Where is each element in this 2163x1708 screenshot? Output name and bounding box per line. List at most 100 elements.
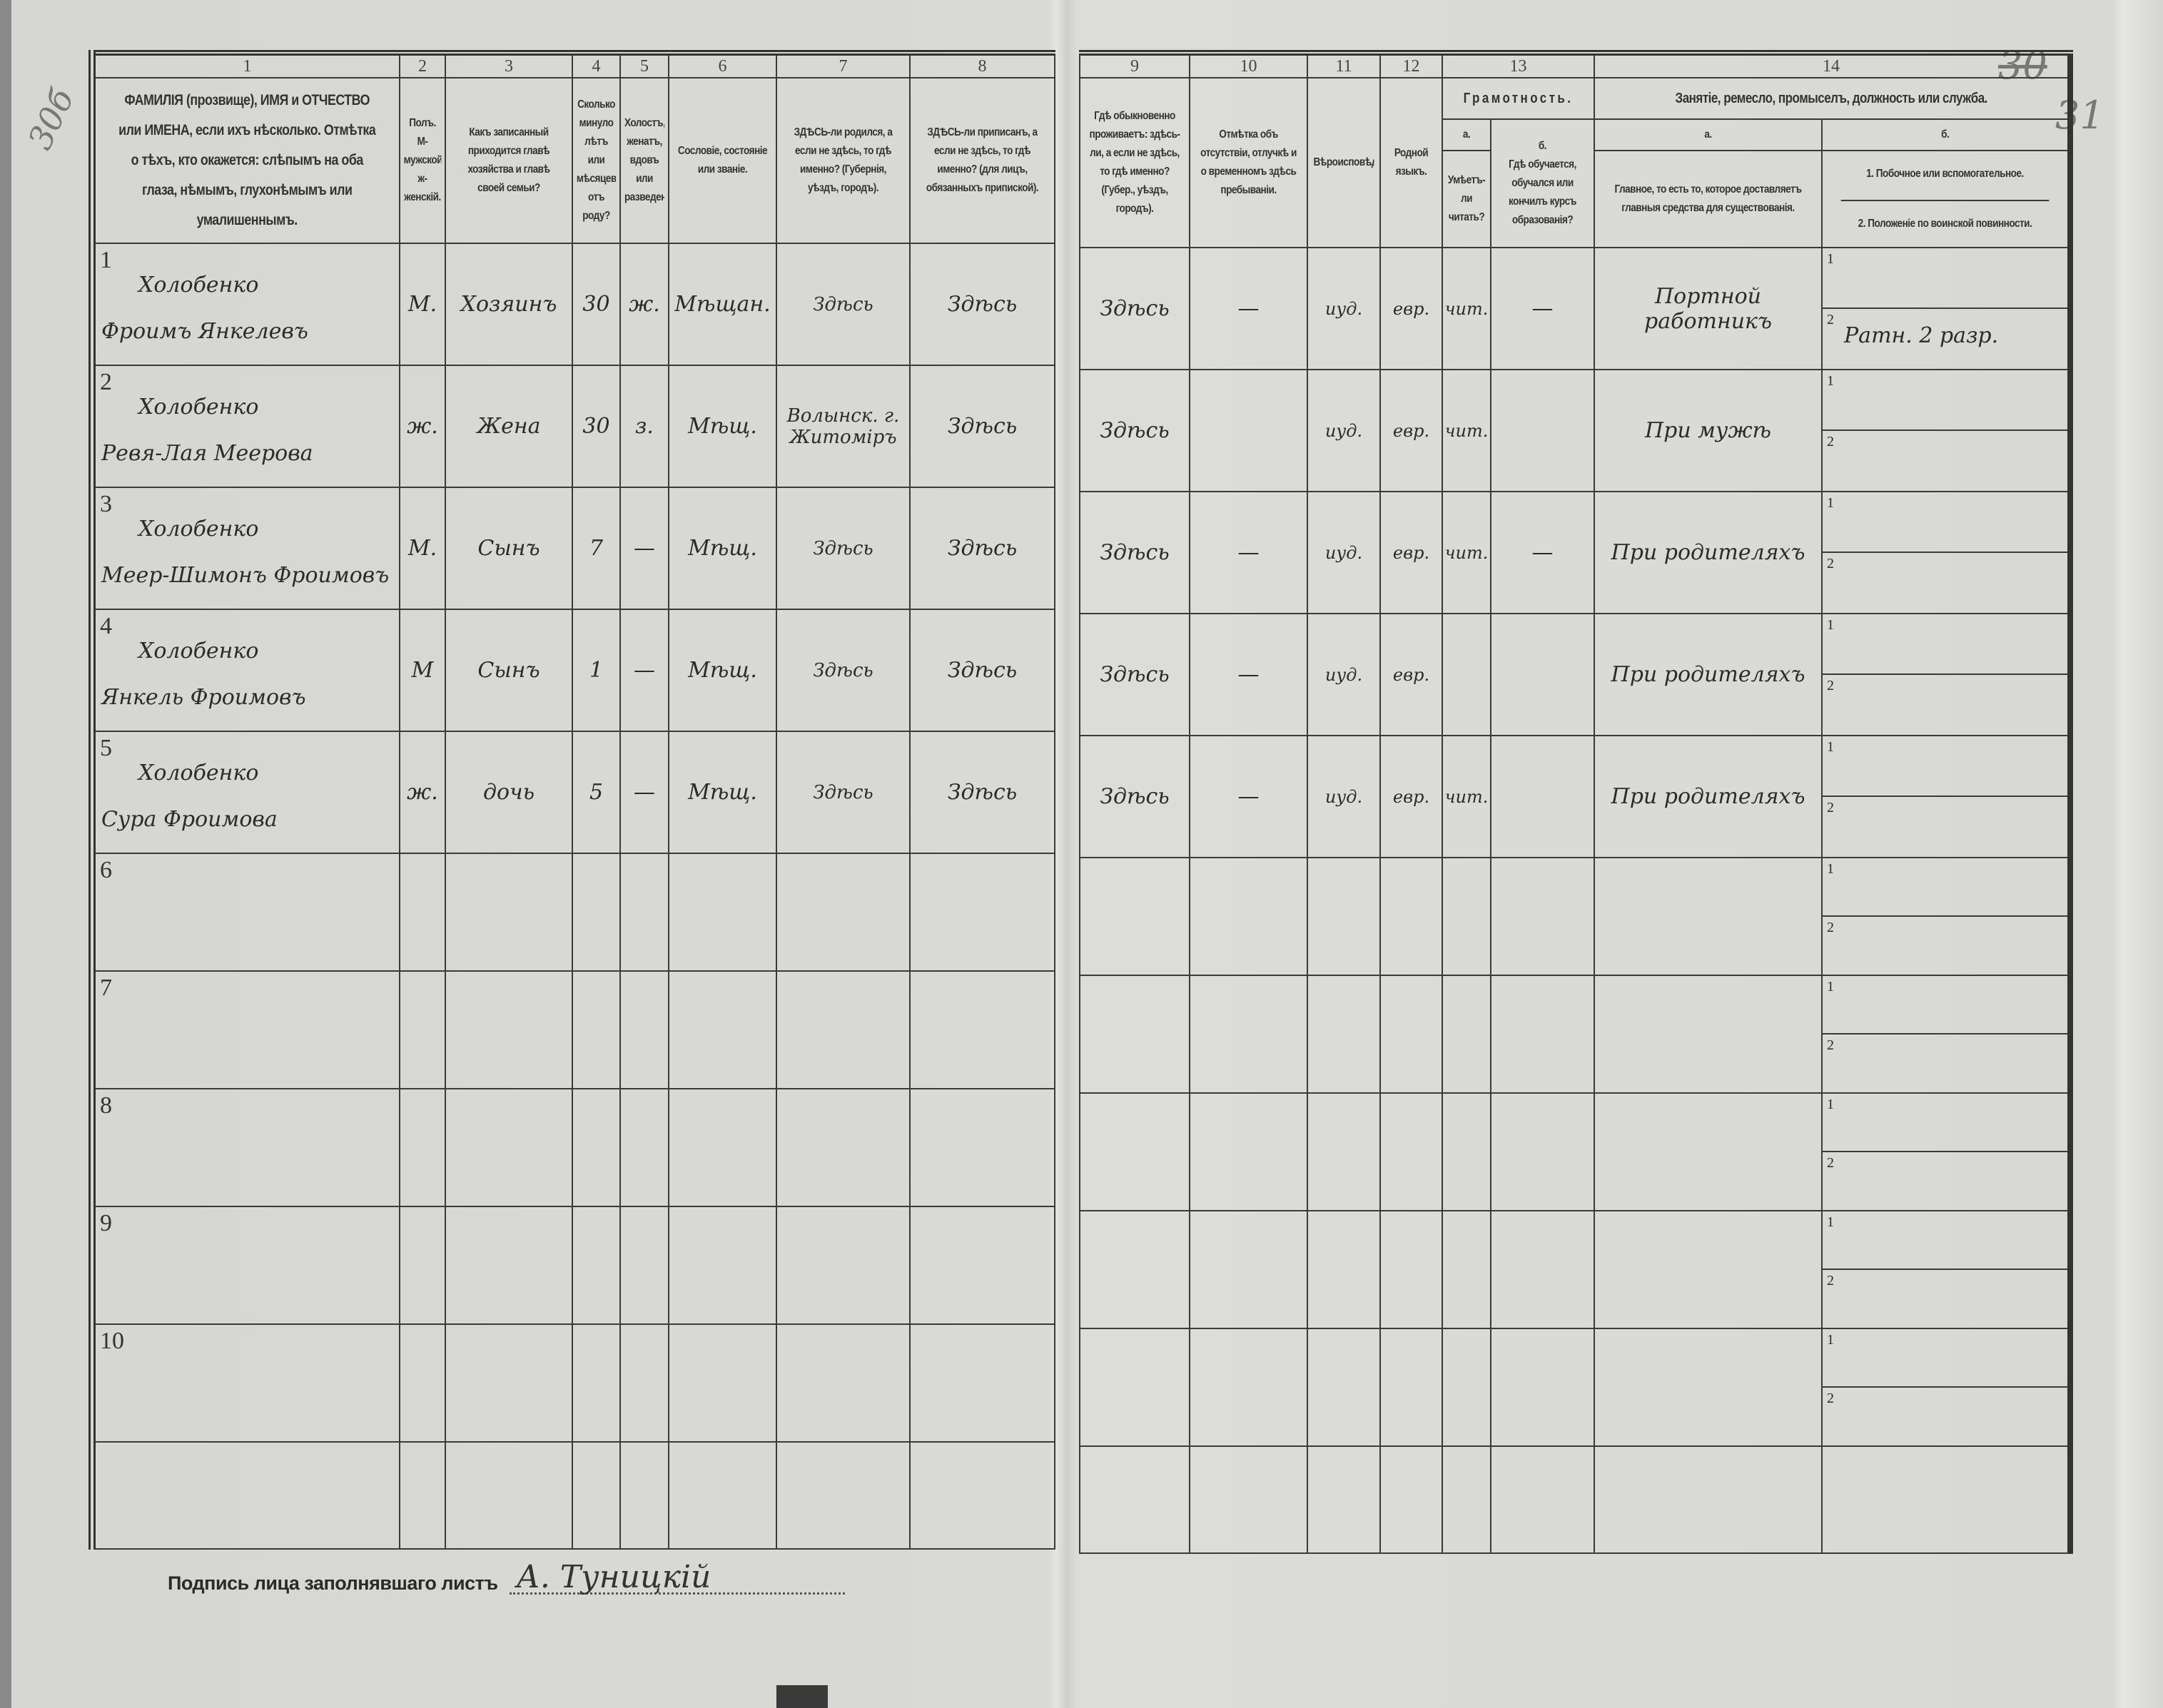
- secondary-occupation: 1: [1823, 493, 2067, 553]
- sub-number: 1: [1827, 979, 1834, 995]
- language: евр.: [1392, 298, 1430, 319]
- sub-number: 2: [1827, 1154, 1834, 1171]
- reads: чит.: [1444, 420, 1489, 441]
- column-header: Сословіе, состояніе или званіе.: [676, 77, 769, 244]
- relation-cell: [445, 1206, 573, 1325]
- blank-cell: [1079, 1445, 1190, 1554]
- sub-number: 2: [1827, 433, 1834, 449]
- estate-cell: Мѣщ.: [668, 609, 777, 732]
- relation-cell: Сынъ: [445, 487, 573, 610]
- born-cell: Волынск. г. Житоміръ: [776, 365, 911, 488]
- sub-number: 1: [1827, 1214, 1834, 1230]
- secondary-occupation: 1: [1823, 1094, 2067, 1152]
- estate: Мѣщ.: [688, 658, 757, 683]
- blank-cell: [776, 1441, 911, 1550]
- surname: Холобенко: [138, 273, 259, 298]
- blank-cell: [1594, 1445, 1823, 1554]
- registered-cell: [909, 970, 1055, 1089]
- header-religion: Вѣроисповѣданіе.: [1312, 77, 1376, 248]
- age: 30: [582, 292, 610, 317]
- language-cell: [1379, 857, 1443, 976]
- header-main-occupation: Главное, то есть то, которое доставляетъ…: [1611, 150, 1805, 248]
- secondary-split: 1 2 Ратн. 2 разр.: [1823, 249, 2067, 368]
- age-cell: [572, 1088, 621, 1207]
- sub-number: 1: [1827, 495, 1834, 511]
- religion: иуд.: [1324, 298, 1363, 319]
- residence-cell: Здѣсь: [1079, 491, 1190, 614]
- marital-cell: з.: [619, 365, 669, 488]
- absence-cell: [1189, 369, 1308, 492]
- occupation-cell: При мужѣ: [1594, 369, 1823, 492]
- secondary-occupation: 1: [1823, 615, 2067, 675]
- religion: иуд.: [1324, 786, 1363, 807]
- signature-area: Подпись лица заполнявшаго листъ А. Туниц…: [168, 1559, 845, 1595]
- religion-cell: [1307, 1328, 1381, 1447]
- born: Здѣсь: [813, 293, 873, 315]
- language: евр.: [1392, 420, 1430, 441]
- marital-cell: [619, 853, 669, 972]
- reads-cell: чит.: [1442, 369, 1491, 492]
- marital-cell: —: [619, 731, 669, 854]
- residence-cell: Здѣсь: [1079, 613, 1190, 736]
- blank-cell: [1307, 1445, 1381, 1554]
- signature-label: Подпись лица заполнявшаго листъ: [168, 1572, 498, 1594]
- estate-cell: [668, 1323, 777, 1443]
- surname: Холобенко: [138, 517, 259, 542]
- column-header: Какъ записанный приходится главѣ хозяйст…: [454, 77, 564, 244]
- row-number: 1: [100, 247, 112, 273]
- registered: Здѣсь: [947, 658, 1018, 683]
- relation: дочь: [482, 780, 535, 805]
- sex-cell: М.: [399, 243, 446, 366]
- surname: Холобенко: [138, 639, 259, 664]
- sub-number: 1: [1827, 617, 1834, 633]
- sub-number: 1: [1827, 373, 1834, 389]
- given-name-patronymic: Янкель Фроимовъ: [101, 685, 306, 710]
- occupation-cell: [1594, 975, 1823, 1094]
- secondary-occupation: 1: [1823, 371, 2067, 431]
- religion: иуд.: [1324, 420, 1363, 441]
- col-number: 10: [1189, 52, 1308, 78]
- occupation-cell: При родителяхъ: [1594, 613, 1823, 736]
- col-number: 14: [1594, 52, 2071, 78]
- header-occupation: Занятіе, ремесло, промыселъ, должность и…: [1629, 77, 2035, 120]
- relation: Сынъ: [477, 536, 540, 561]
- sub-number: 2: [1827, 1272, 1834, 1288]
- occupation: При родителяхъ: [1611, 540, 1805, 565]
- name-cell: 6: [91, 853, 400, 972]
- military-status: 2: [1823, 1270, 2067, 1328]
- row-number: 5: [100, 735, 112, 761]
- given-name-patronymic: Сура Фроимова: [101, 807, 278, 832]
- relation-cell: Сынъ: [445, 609, 573, 732]
- name-cell: 1 Холобенко Фроимъ Янкелевъ: [91, 243, 400, 366]
- sub-number: 2: [1827, 1037, 1834, 1053]
- given-name-patronymic: Меер-Шимонъ Фроимовъ: [101, 563, 390, 588]
- religion-cell: [1307, 975, 1381, 1094]
- col-number: 4: [572, 52, 621, 78]
- religion-cell: иуд.: [1307, 735, 1381, 858]
- age: 5: [589, 780, 604, 805]
- sex: ж.: [407, 414, 438, 439]
- age-cell: [572, 1206, 621, 1325]
- surname: Холобенко: [138, 395, 259, 420]
- relation: Хозяинъ: [460, 292, 557, 317]
- religion: иуд.: [1324, 664, 1363, 685]
- header-can-read: Умѣетъ-ли читать?: [1445, 150, 1488, 248]
- header-secondary: 1. Побочное или вспомогательное. 2. Поло…: [1821, 150, 2071, 248]
- given-name-patronymic: Ревя-Лая Меерова: [101, 441, 313, 466]
- reads: чит.: [1444, 298, 1489, 319]
- marital-cell: —: [619, 487, 669, 610]
- age-cell: 30: [572, 243, 621, 366]
- residence-cell: [1079, 975, 1190, 1094]
- blank-cell: [1189, 1445, 1308, 1554]
- military-status: 2: [1823, 675, 2067, 735]
- blank-cell: [91, 1441, 400, 1550]
